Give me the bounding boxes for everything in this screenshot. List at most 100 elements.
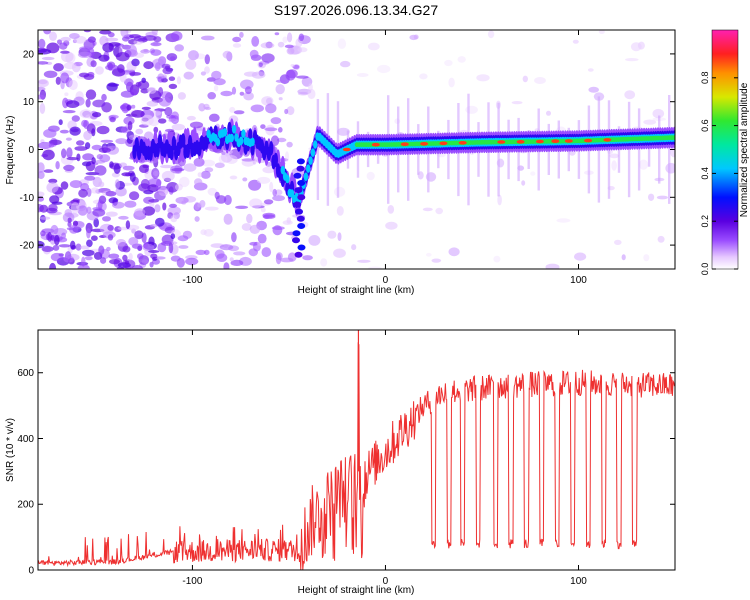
spectrogram-noise-blob <box>143 241 148 249</box>
spectrogram-noise-blob <box>58 119 63 126</box>
spectrogram-noise-blob <box>200 170 211 179</box>
spectrogram-ridge-cell <box>181 133 186 148</box>
spectrogram-noise-blob <box>587 68 594 72</box>
spectrogram-noise-blob <box>49 195 60 204</box>
spectrogram-noise-blob <box>129 172 136 183</box>
spectrogram-noise-blob <box>320 258 328 267</box>
spectrogram-noise-blob <box>260 42 275 49</box>
spectrogram-noise-blob <box>69 33 80 39</box>
spectrogram-noise-blob <box>630 42 642 52</box>
spectrogram-dip-cell <box>297 223 306 229</box>
snr-ytick-label: 600 <box>17 368 34 379</box>
spectrogram-noise-blob <box>150 42 162 47</box>
spectrogram-ridge-cell <box>215 137 221 147</box>
spectrogram-noise-blob <box>229 257 234 262</box>
spectrogram-noise-blob <box>277 41 285 48</box>
spectrogram-noise-blob <box>207 187 217 196</box>
spectrogram-noise-blob <box>249 49 259 59</box>
spectrogram-noise-blob <box>177 92 186 100</box>
spectrogram-noise-blob <box>90 60 97 68</box>
spectrogram-noise-blob <box>385 221 398 230</box>
spectrogram-noise-blob <box>270 135 280 146</box>
spectrogram-noise-blob <box>272 225 283 236</box>
spectrogram-noise-blob <box>155 217 165 227</box>
spectrogram-noise-blob <box>249 241 259 246</box>
spectrogram-noise-blob <box>175 183 183 191</box>
spectrogram-noise-blob <box>246 213 253 224</box>
spectrogram-noise-blob <box>193 157 205 167</box>
spectrogram-noise-blob <box>213 78 226 86</box>
spectrogram-noise-blob <box>147 184 159 193</box>
spectrogram-dip-cell <box>296 215 305 222</box>
spectrogram-noise-blob <box>230 259 244 266</box>
spectrogram-noise-blob <box>60 36 71 42</box>
spectrogram-noise-blob <box>109 116 116 123</box>
spectrogram-noise-blob <box>50 252 64 262</box>
spectrogram-noise-blob <box>153 36 162 43</box>
spectrogram-noise-blob <box>53 63 64 72</box>
spectrogram-noise-blob <box>249 224 261 234</box>
spectrogram-noise-blob <box>116 266 125 269</box>
spectrogram-noise-blob <box>357 259 371 263</box>
spectrogram-ridge-cell <box>310 148 316 157</box>
spectrogram-noise-blob <box>60 50 70 54</box>
spectrogram-noise-blob <box>286 69 298 79</box>
spectrogram-noise-blob <box>624 90 636 100</box>
spectrogram-peak <box>564 139 573 143</box>
spectrogram-noise-blob <box>86 239 93 248</box>
spectrogram-peak <box>603 138 612 142</box>
spectrogram-noise-blob <box>171 168 185 172</box>
snr-ylabel: SNR (10 * v/v) <box>5 418 16 482</box>
spectrogram-xtick-label: -100 <box>182 275 202 286</box>
spectrogram-noise-blob <box>61 51 74 63</box>
spectrogram-noise-blob <box>611 160 617 171</box>
spectrogram-dip-cell <box>294 187 303 194</box>
spectrogram-noise-blob <box>275 253 282 265</box>
spectrogram-noise-blob <box>457 56 466 63</box>
spectrogram-noise-blob <box>55 161 60 170</box>
spectrogram-noise-blob <box>127 121 133 131</box>
spectrogram-noise-blob <box>76 140 85 146</box>
spectrogram-noise-blob <box>244 86 252 95</box>
spectrogram-noise-blob <box>170 255 181 262</box>
spectrogram-noise-blob <box>556 218 571 223</box>
spectrogram-noise-blob <box>124 260 130 265</box>
spectrogram-noise-blob <box>39 103 46 114</box>
spectrogram-noise-blob <box>241 158 255 162</box>
spectrogram-noise-blob <box>248 248 258 257</box>
spectrogram-noise-blob <box>98 181 105 188</box>
spectrogram-dip-cell <box>293 201 302 208</box>
spectrogram-noise-blob <box>41 246 54 252</box>
spectrogram-noise-blob <box>243 91 254 101</box>
spectrogram-noise-blob <box>201 159 215 167</box>
spectrogram-noise-blob <box>49 262 57 269</box>
spectrogram-noise-blob <box>275 79 287 83</box>
spectrogram-peak <box>400 142 409 146</box>
spectrogram-noise-blob <box>70 240 76 250</box>
snr-xtick-label: -100 <box>182 576 202 587</box>
spectrogram-ridge-cell <box>306 164 311 173</box>
spectrogram-noise-blob <box>69 126 81 136</box>
spectrogram-ridge-cell <box>303 172 309 181</box>
spectrogram-noise-blob <box>241 223 252 231</box>
spectrogram-noise-blob <box>131 110 145 118</box>
spectrogram-noise-blob <box>71 115 80 122</box>
spectrogram-noise-blob <box>92 99 106 108</box>
spectrogram-noise-blob <box>239 91 245 96</box>
spectrogram-noise-blob <box>170 31 183 41</box>
spectrogram-noise-blob <box>54 235 60 246</box>
spectrogram-noise-blob <box>334 186 346 197</box>
spectrogram-noise-blob <box>285 151 289 162</box>
spectrogram-streak <box>316 99 320 200</box>
spectrogram-noise-blob <box>233 251 246 256</box>
spectrogram-noise-blob <box>337 232 342 242</box>
spectrogram-noise-blob <box>648 193 655 201</box>
snr-ytick-label: 200 <box>17 500 34 511</box>
spectrogram-noise-blob <box>511 101 523 105</box>
spectrogram-dip-cell <box>297 244 306 251</box>
spectrogram-noise-blob <box>229 106 236 113</box>
spectrogram-noise-blob <box>256 176 271 184</box>
spectrogram-ytick-label: 0 <box>28 145 34 156</box>
